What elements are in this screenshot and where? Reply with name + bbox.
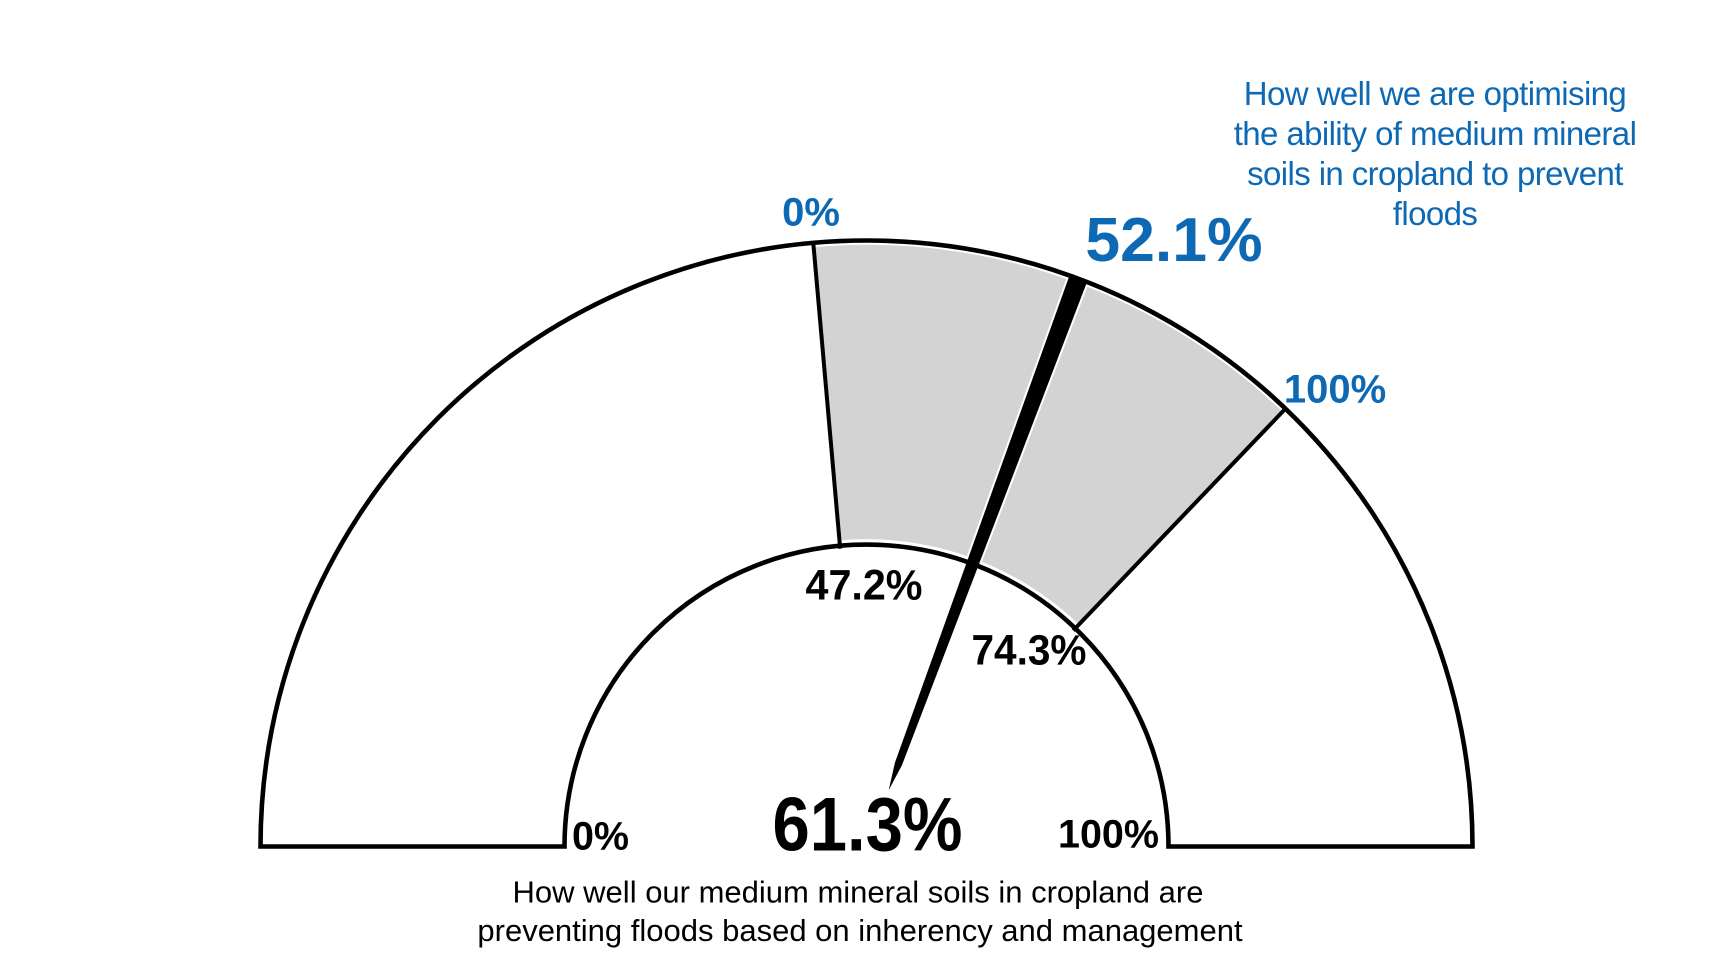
svg-text:0%: 0% — [572, 815, 629, 859]
svg-text:How well our medium mineral so: How well our medium mineral soils in cro… — [513, 875, 1204, 910]
svg-text:0%: 0% — [782, 191, 840, 235]
svg-text:100%: 100% — [1284, 368, 1386, 412]
svg-text:47.2%: 47.2% — [806, 563, 923, 610]
svg-text:52.1%: 52.1% — [1085, 205, 1262, 275]
svg-text:preventing floods based on inh: preventing floods based on inherency and… — [477, 913, 1243, 948]
svg-text:How well we are optimising: How well we are optimising — [1244, 75, 1626, 112]
svg-text:61.3%: 61.3% — [773, 783, 963, 868]
svg-text:100%: 100% — [1058, 813, 1159, 857]
svg-text:soils in cropland to prevent: soils in cropland to prevent — [1247, 155, 1623, 192]
svg-text:floods: floods — [1393, 195, 1478, 232]
svg-text:the ability of medium mineral: the ability of medium mineral — [1234, 115, 1637, 152]
svg-text:74.3%: 74.3% — [972, 628, 1087, 675]
